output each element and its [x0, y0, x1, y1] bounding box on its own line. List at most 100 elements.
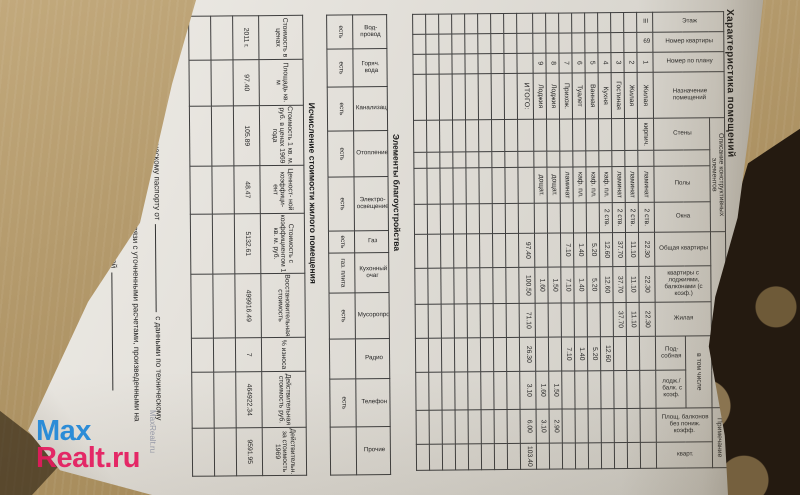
data-cell [627, 442, 642, 469]
data-cell: 4 [598, 52, 612, 73]
total-cell: 6.00 [520, 409, 537, 444]
empty-cell [211, 59, 234, 107]
data-cell [611, 32, 625, 53]
data-cell [549, 443, 564, 470]
empty-cell [479, 119, 493, 152]
empty-cell [491, 73, 506, 120]
empty-cell [479, 203, 494, 234]
header-row: Вод- провод Горяч. вода Канализация Отоплен… [352, 14, 392, 475]
data-cell [612, 150, 626, 167]
empty-cell [492, 151, 506, 168]
col-header: Вод- провод [352, 14, 388, 49]
data-cell [625, 118, 639, 151]
empty-cell [492, 203, 507, 234]
data-cell: 8 [546, 53, 560, 74]
empty-cell [492, 167, 506, 204]
data-cell: 11.10 [626, 266, 640, 303]
col-header: Назначение помещений [652, 71, 725, 119]
total-cell: 100.50 [519, 267, 536, 304]
empty-cell [468, 371, 482, 410]
data-cell: кирпич. [638, 118, 654, 151]
data-cell: ламинат [625, 166, 639, 203]
data-cell [573, 118, 587, 151]
data-cell [562, 442, 577, 470]
empty-cell [213, 273, 236, 339]
empty-cell [189, 106, 213, 167]
empty-cell [467, 233, 481, 268]
data-cell: ламинат [612, 166, 626, 203]
data-cell: 22.30 [639, 266, 655, 303]
empty-cell [505, 167, 519, 204]
valuation-value: 5132.61 [234, 213, 262, 274]
empty-cell [439, 53, 453, 75]
data-cell [599, 150, 613, 167]
empty-cell [478, 73, 493, 120]
col-header: Прочие [356, 426, 392, 475]
amenity-value: есть [327, 130, 355, 178]
empty-cell [441, 303, 455, 339]
empty-cell [440, 167, 454, 205]
empty-cell [480, 303, 494, 338]
data-cell [546, 13, 560, 34]
col-header-text: лодж./ балк. с коэф. [661, 377, 682, 399]
empty-cell [426, 14, 440, 35]
empty-cell [494, 371, 508, 410]
empty-cell [494, 443, 509, 470]
empty-cell [212, 165, 235, 215]
data-cell: 11.10 [626, 302, 640, 337]
empty-cell [192, 428, 215, 477]
data-cell [612, 118, 626, 151]
empty-cell [504, 73, 519, 120]
col-header: Общая квартиры [654, 231, 711, 267]
data-cell: каф. пл. [586, 166, 600, 203]
data-cell [614, 442, 629, 469]
empty-cell [455, 371, 469, 410]
data-cell: 22.30 [639, 302, 656, 337]
empty-cell [506, 267, 520, 304]
data-cell: 2 [624, 52, 638, 73]
data-cell: каф. пл. [573, 166, 587, 203]
empty-cell [453, 167, 467, 204]
empty-cell [466, 167, 480, 204]
empty-cell [468, 409, 482, 444]
data-cell [614, 408, 628, 443]
col-header [653, 149, 710, 167]
data-cell [611, 12, 625, 33]
amenity-value: газ. плита [329, 252, 356, 294]
valuation-table: Стоимость в ценах Площадь кв. м Стоимость … [188, 15, 307, 477]
data-cell: 7 [559, 52, 573, 74]
data-cell [534, 151, 548, 168]
empty-cell [427, 204, 442, 235]
col-header-text: Этаж [681, 17, 697, 25]
data-cell [559, 32, 573, 54]
amenity-value: есть [330, 378, 357, 428]
note-text: основании результатов технической инвент… [107, 18, 119, 269]
col-header: Отопление [353, 130, 389, 177]
col-header: Ценност- ной коэффици- ент [260, 165, 305, 214]
empty-cell [453, 203, 468, 234]
data-cell: Ванная [585, 72, 600, 119]
data-cell [535, 233, 549, 268]
data-cell: 2 ств. [638, 202, 655, 233]
data-cell: 5.20 [586, 232, 601, 267]
col-header-text: Отопление [356, 149, 389, 157]
col-header-text: квартиры с лоджиями, балконами (с коэф.) [664, 269, 703, 297]
empty-cell [440, 151, 454, 169]
col-header: Стоимость 1 кв. м. руб. в ценах 1969 год… [259, 105, 305, 166]
empty-cell [467, 303, 481, 338]
empty-cell [428, 338, 443, 373]
empty-cell [439, 73, 454, 121]
data-cell: каф. пл. [599, 166, 613, 203]
watermark-line1: Max [36, 415, 91, 447]
data-cell: 2 ств. [625, 202, 639, 233]
empty-cell [478, 33, 492, 54]
data-cell [573, 202, 587, 233]
col-header-text: Телефон [361, 398, 388, 406]
data-cell [562, 408, 576, 444]
empty-cell [416, 372, 430, 411]
empty-cell [428, 304, 442, 339]
data-cell: 2 ств. [599, 202, 613, 233]
data-cell [588, 442, 603, 469]
empty-cell [507, 443, 522, 470]
data-cell: 37.70 [612, 232, 627, 267]
